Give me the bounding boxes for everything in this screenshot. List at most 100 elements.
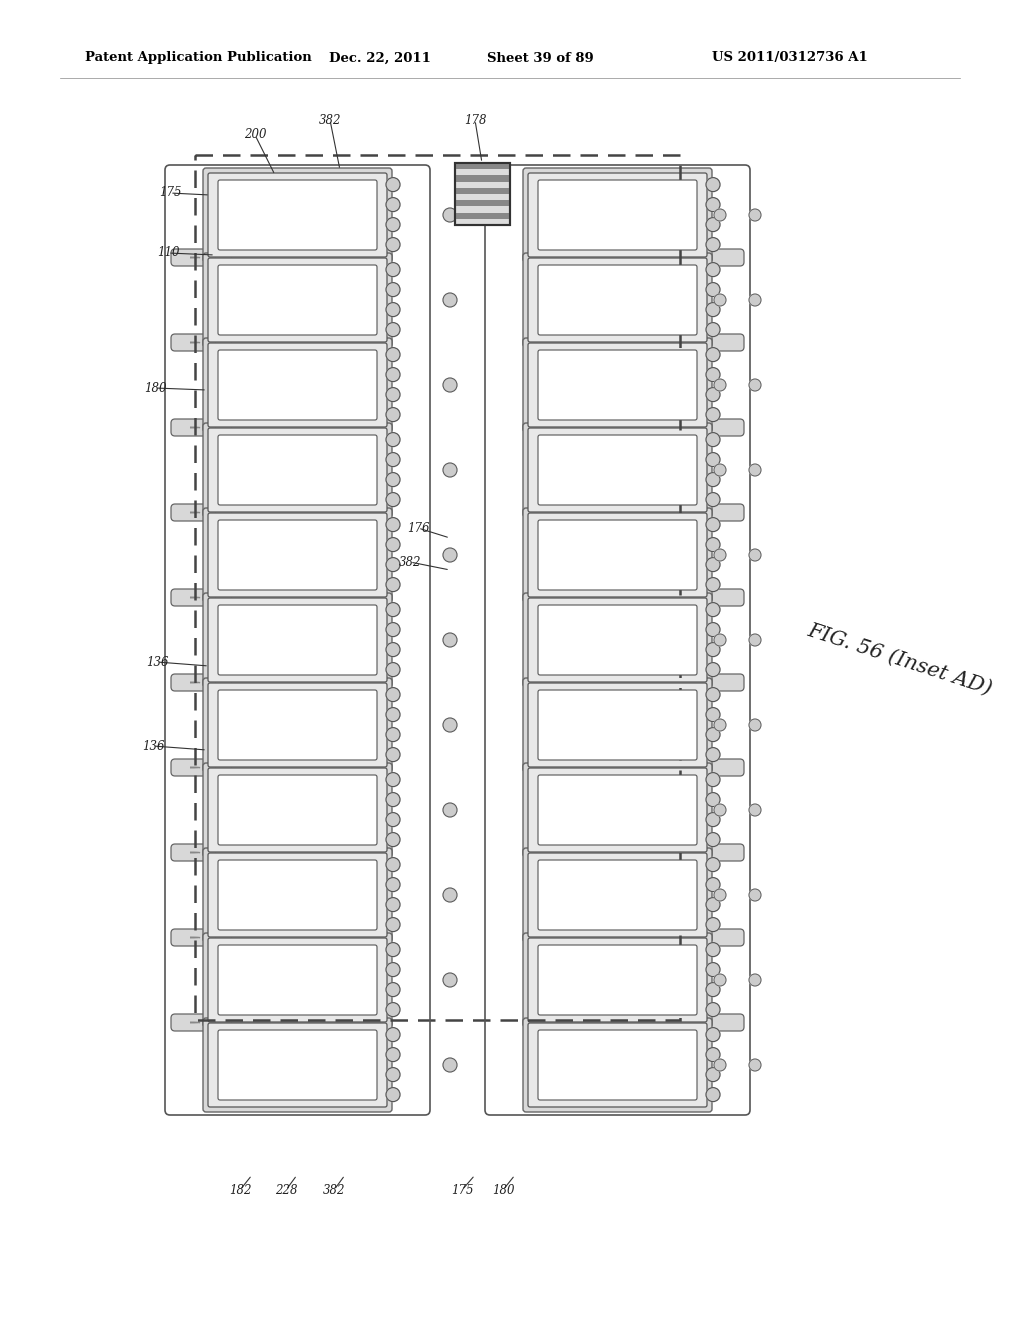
Circle shape (706, 878, 720, 891)
Circle shape (706, 263, 720, 277)
FancyBboxPatch shape (218, 775, 377, 845)
Circle shape (706, 833, 720, 846)
FancyBboxPatch shape (208, 768, 387, 851)
Circle shape (386, 1027, 400, 1041)
Circle shape (386, 1088, 400, 1102)
Circle shape (706, 603, 720, 616)
Circle shape (443, 718, 457, 733)
Circle shape (706, 302, 720, 317)
FancyBboxPatch shape (218, 945, 377, 1015)
FancyBboxPatch shape (538, 945, 697, 1015)
Circle shape (706, 238, 720, 252)
Text: 180: 180 (492, 1184, 514, 1196)
FancyBboxPatch shape (705, 1014, 744, 1031)
Circle shape (749, 549, 761, 561)
FancyBboxPatch shape (528, 343, 707, 426)
FancyBboxPatch shape (203, 933, 392, 1027)
Circle shape (706, 557, 720, 572)
FancyBboxPatch shape (538, 520, 697, 590)
FancyBboxPatch shape (203, 253, 392, 347)
FancyBboxPatch shape (705, 759, 744, 776)
Circle shape (386, 792, 400, 807)
Circle shape (386, 1068, 400, 1081)
Circle shape (706, 727, 720, 742)
FancyBboxPatch shape (523, 678, 712, 686)
Circle shape (443, 378, 457, 392)
Circle shape (706, 578, 720, 591)
Text: 176: 176 (407, 521, 429, 535)
Circle shape (706, 962, 720, 977)
Circle shape (706, 433, 720, 446)
FancyBboxPatch shape (218, 350, 377, 420)
Circle shape (386, 388, 400, 401)
Text: FIG. 56 (Inset AD): FIG. 56 (Inset AD) (805, 622, 994, 698)
Circle shape (706, 1088, 720, 1102)
Circle shape (706, 178, 720, 191)
FancyBboxPatch shape (203, 935, 392, 941)
Text: 382: 382 (323, 1184, 345, 1196)
Circle shape (386, 517, 400, 532)
FancyBboxPatch shape (523, 593, 712, 686)
Text: 200: 200 (244, 128, 266, 141)
FancyBboxPatch shape (523, 510, 712, 516)
FancyBboxPatch shape (218, 520, 377, 590)
FancyBboxPatch shape (538, 180, 697, 249)
FancyBboxPatch shape (203, 763, 392, 857)
FancyBboxPatch shape (218, 1030, 377, 1100)
FancyBboxPatch shape (208, 853, 387, 937)
Circle shape (749, 974, 761, 986)
Circle shape (443, 293, 457, 308)
Circle shape (714, 974, 726, 986)
Circle shape (386, 708, 400, 722)
Circle shape (706, 663, 720, 677)
FancyBboxPatch shape (523, 764, 712, 771)
FancyBboxPatch shape (523, 1018, 712, 1111)
FancyBboxPatch shape (523, 763, 712, 857)
Text: 382: 382 (398, 556, 421, 569)
Circle shape (706, 388, 720, 401)
Text: 178: 178 (464, 114, 486, 127)
FancyBboxPatch shape (208, 513, 387, 597)
FancyBboxPatch shape (203, 339, 392, 346)
Circle shape (706, 623, 720, 636)
FancyBboxPatch shape (171, 675, 211, 690)
FancyBboxPatch shape (705, 334, 744, 351)
FancyBboxPatch shape (203, 849, 392, 855)
FancyBboxPatch shape (528, 1023, 707, 1107)
Text: Sheet 39 of 89: Sheet 39 of 89 (486, 51, 593, 65)
Text: 180: 180 (143, 381, 166, 395)
Circle shape (386, 537, 400, 552)
Text: 382: 382 (318, 114, 341, 127)
Circle shape (706, 218, 720, 231)
Text: Patent Application Publication: Patent Application Publication (85, 51, 311, 65)
FancyBboxPatch shape (523, 935, 712, 941)
Circle shape (706, 747, 720, 762)
FancyBboxPatch shape (208, 428, 387, 512)
FancyBboxPatch shape (218, 605, 377, 675)
Bar (455, 187, 510, 194)
FancyBboxPatch shape (528, 598, 707, 682)
Circle shape (706, 453, 720, 466)
FancyBboxPatch shape (203, 593, 392, 686)
FancyBboxPatch shape (208, 257, 387, 342)
Circle shape (706, 367, 720, 381)
Circle shape (706, 1003, 720, 1016)
Circle shape (749, 1059, 761, 1071)
Circle shape (386, 367, 400, 381)
Circle shape (386, 747, 400, 762)
FancyBboxPatch shape (171, 249, 211, 267)
Circle shape (386, 878, 400, 891)
Circle shape (749, 634, 761, 645)
Circle shape (443, 548, 457, 562)
Circle shape (706, 688, 720, 702)
Circle shape (706, 1048, 720, 1061)
Circle shape (386, 663, 400, 677)
Bar (455, 162, 510, 224)
FancyBboxPatch shape (171, 334, 211, 351)
Circle shape (706, 408, 720, 421)
Circle shape (386, 263, 400, 277)
FancyBboxPatch shape (208, 939, 387, 1022)
Circle shape (443, 463, 457, 477)
Circle shape (386, 688, 400, 702)
Circle shape (386, 813, 400, 826)
